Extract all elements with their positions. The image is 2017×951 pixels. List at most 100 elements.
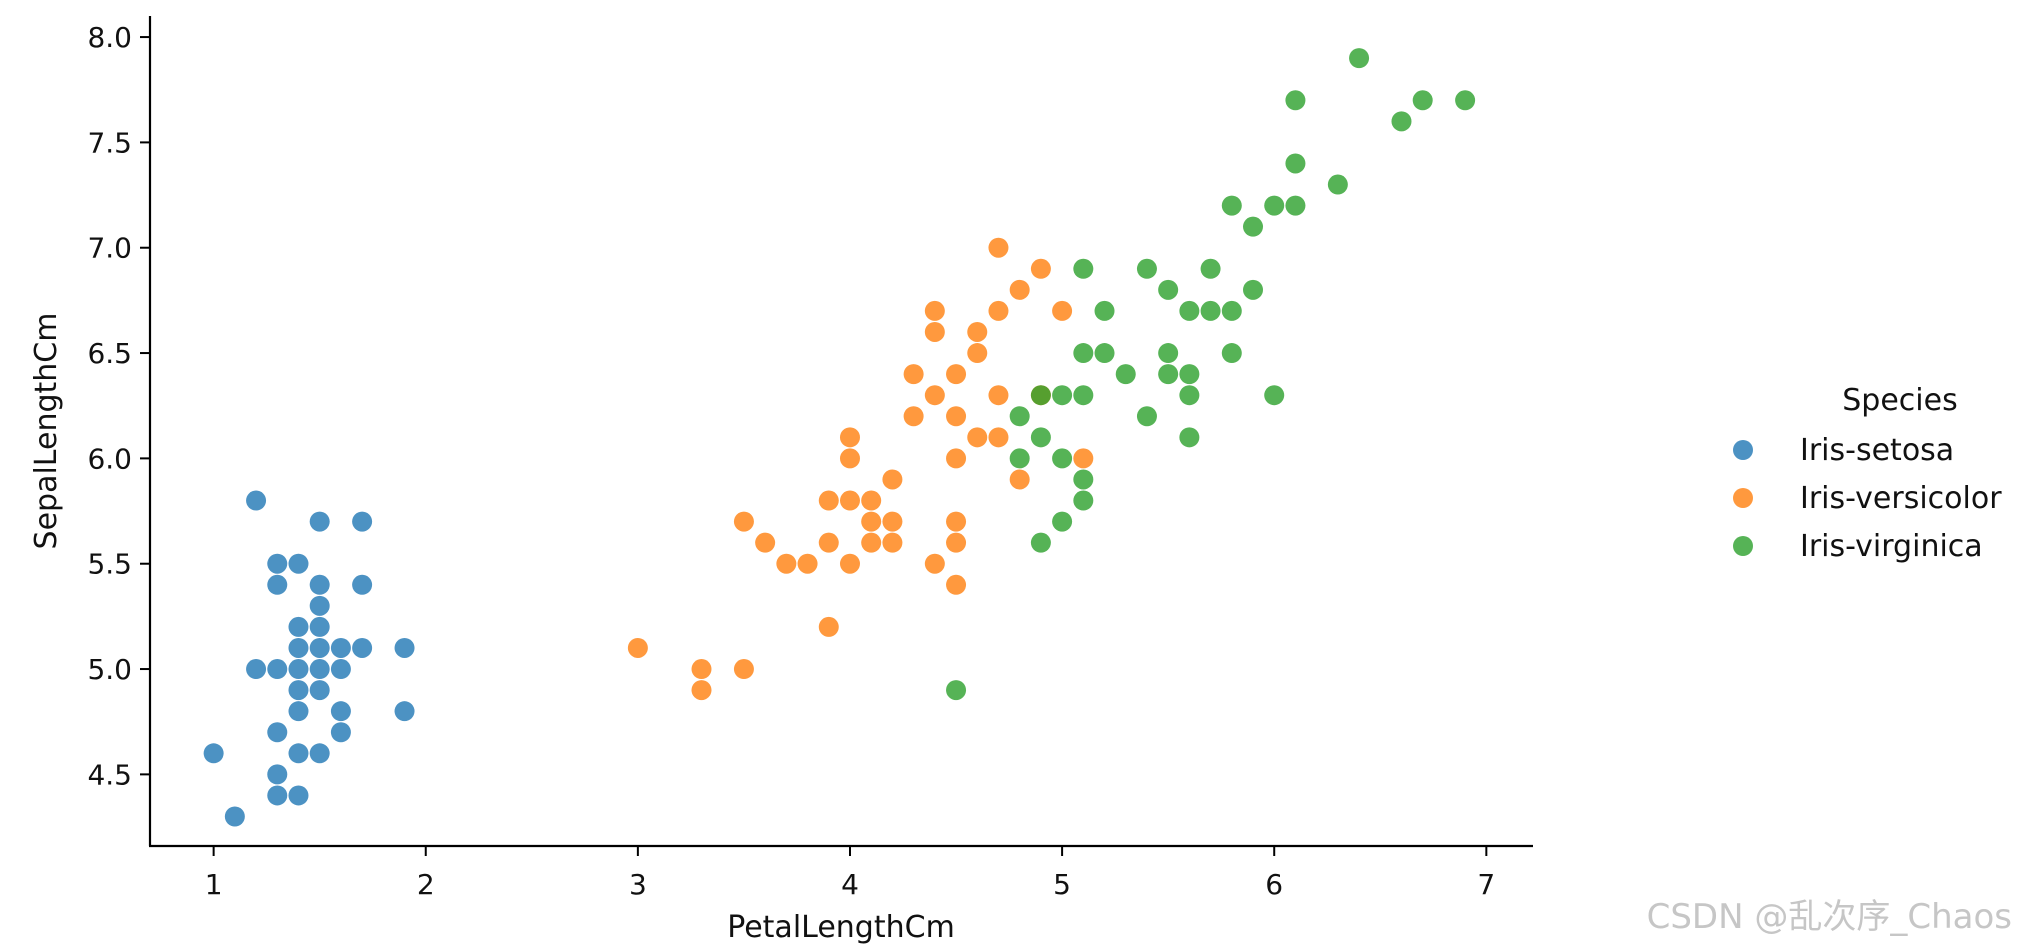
y-ticks: 4.5 5.0 5.5 6.0 6.5 7.0 7.5 8.0	[87, 21, 150, 791]
y-tick-label: 5.5	[87, 548, 132, 581]
data-point	[330, 659, 351, 680]
data-point	[924, 553, 945, 574]
data-point	[1243, 216, 1264, 237]
data-point	[988, 427, 1009, 448]
data-point	[1179, 385, 1200, 406]
series-iris-virginica	[946, 48, 1476, 701]
data-point	[309, 595, 330, 616]
data-point	[1243, 279, 1264, 300]
data-point	[861, 490, 882, 511]
data-point	[967, 427, 988, 448]
data-point	[394, 701, 415, 722]
data-point	[1030, 427, 1051, 448]
x-tick-label: 3	[629, 868, 647, 901]
data-point	[330, 637, 351, 658]
data-point	[1391, 111, 1412, 132]
data-point	[1030, 385, 1051, 406]
data-point	[246, 490, 267, 511]
data-point	[203, 743, 224, 764]
data-point	[309, 659, 330, 680]
data-point	[946, 511, 967, 532]
data-point	[1179, 364, 1200, 385]
data-point	[946, 448, 967, 469]
data-point	[691, 680, 712, 701]
data-point	[1221, 343, 1242, 364]
data-point	[1115, 364, 1136, 385]
data-point	[352, 511, 373, 532]
data-point	[309, 616, 330, 637]
x-axis-label: PetalLengthCm	[727, 910, 955, 945]
y-tick-label: 5.0	[87, 653, 132, 686]
data-point	[733, 511, 754, 532]
data-point	[267, 659, 288, 680]
data-point	[839, 553, 860, 574]
x-tick-label: 7	[1477, 868, 1495, 901]
data-point	[309, 743, 330, 764]
data-point	[1073, 258, 1094, 279]
data-point	[330, 722, 351, 743]
data-point	[1221, 195, 1242, 216]
y-tick-label: 4.5	[87, 758, 132, 791]
data-point	[1094, 343, 1115, 364]
y-tick-label: 7.5	[87, 126, 132, 159]
data-point	[1073, 385, 1094, 406]
data-point	[988, 385, 1009, 406]
x-tick-label: 6	[1265, 868, 1283, 901]
data-point	[1073, 343, 1094, 364]
data-point	[1136, 258, 1157, 279]
x-tick-label: 4	[841, 868, 859, 901]
data-point	[946, 574, 967, 595]
data-point	[988, 300, 1009, 321]
x-tick-label: 2	[417, 868, 435, 901]
data-point	[1073, 469, 1094, 490]
data-point	[1009, 406, 1030, 427]
data-point	[946, 406, 967, 427]
data-point	[691, 659, 712, 680]
data-point	[1412, 90, 1433, 111]
data-point	[1073, 490, 1094, 511]
data-point	[1052, 300, 1073, 321]
data-point	[288, 680, 309, 701]
legend-marker	[1733, 536, 1753, 556]
legend-label: Iris-versicolor	[1800, 481, 2002, 516]
data-point	[797, 553, 818, 574]
y-tick-label: 6.5	[87, 337, 132, 370]
data-point	[309, 680, 330, 701]
data-point	[288, 743, 309, 764]
data-point	[818, 532, 839, 553]
data-point	[946, 532, 967, 553]
data-point	[924, 385, 945, 406]
legend-label: Iris-setosa	[1800, 433, 1954, 468]
x-tick-label: 1	[205, 868, 223, 901]
data-point	[882, 469, 903, 490]
data-point	[839, 448, 860, 469]
data-point	[967, 321, 988, 342]
plot-area: 1 2 3 4 5 6 7 4.5 5.0 5.5 6.0 6.5 7.0 7.5 8.0	[87, 16, 1533, 901]
data-point	[1158, 279, 1179, 300]
data-point	[967, 343, 988, 364]
data-point	[755, 532, 776, 553]
data-point	[861, 511, 882, 532]
legend-title: Species	[1842, 383, 1957, 418]
data-point	[1073, 448, 1094, 469]
y-axis-label: SepalLengthCm	[29, 313, 64, 550]
data-point	[309, 511, 330, 532]
data-point	[1327, 174, 1348, 195]
points-layer	[203, 48, 1476, 827]
data-point	[1009, 469, 1030, 490]
data-point	[352, 574, 373, 595]
data-point	[267, 553, 288, 574]
data-point	[988, 237, 1009, 258]
x-ticks: 1 2 3 4 5 6 7	[205, 846, 1495, 901]
data-point	[246, 659, 267, 680]
data-point	[288, 785, 309, 806]
data-point	[627, 637, 648, 658]
data-point	[733, 659, 754, 680]
legend-items: Iris-setosa Iris-versicolor Iris-virginica	[1733, 433, 2002, 564]
data-point	[1200, 258, 1221, 279]
data-point	[288, 637, 309, 658]
data-point	[267, 722, 288, 743]
data-point	[309, 637, 330, 658]
data-point	[288, 701, 309, 722]
data-point	[1179, 300, 1200, 321]
